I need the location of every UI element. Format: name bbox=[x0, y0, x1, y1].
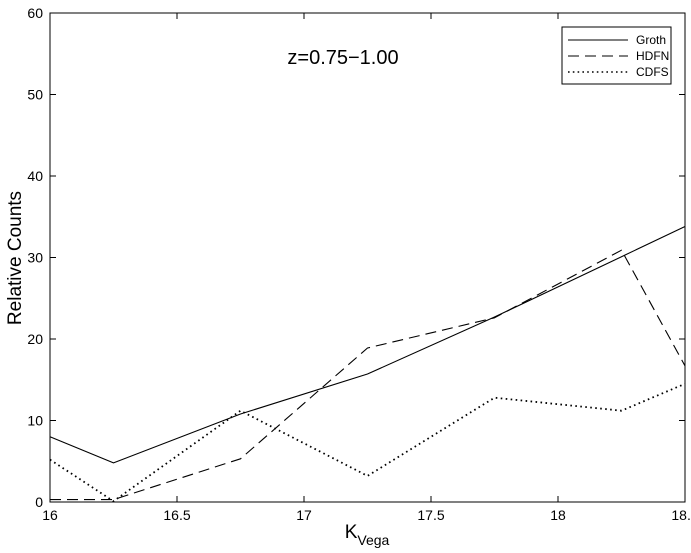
x-tick-label: 18.5 bbox=[671, 507, 691, 523]
y-tick-label: 60 bbox=[27, 5, 43, 21]
series-layer bbox=[49, 226, 686, 503]
x-tick-label: 17 bbox=[296, 507, 312, 523]
y-tick-label: 40 bbox=[27, 168, 43, 184]
y-tick-label: 50 bbox=[27, 87, 43, 103]
x-axis-label-main: K bbox=[345, 522, 358, 543]
annotation-text: z=0.75−1.00 bbox=[287, 47, 398, 69]
x-tick-label: 18 bbox=[550, 507, 566, 523]
legend-label-hdfn: HDFN bbox=[636, 49, 669, 63]
y-tick-label: 20 bbox=[27, 331, 43, 347]
x-axis-label: KVega bbox=[345, 522, 390, 548]
y-tick-label: 10 bbox=[27, 413, 43, 429]
y-tick-label: 30 bbox=[27, 250, 43, 266]
axis-ticks: 16 16.5 17 17.5 18 18.5 0 10 20 30 40 50 60 bbox=[27, 5, 691, 523]
x-axis-label-subscript: Vega bbox=[357, 532, 389, 548]
legend-label-groth: Groth bbox=[636, 33, 666, 47]
legend-label-cdfs: CDFS bbox=[636, 65, 669, 79]
y-tick-label: 0 bbox=[35, 494, 43, 510]
legend: Groth HDFN CDFS bbox=[561, 26, 672, 85]
x-tick-label: 16 bbox=[42, 507, 58, 523]
y-axis-label: Relative Counts bbox=[5, 191, 26, 325]
x-tick-label: 17.5 bbox=[417, 507, 444, 523]
series-line-hdfn bbox=[50, 249, 686, 501]
plot-area bbox=[49, 12, 686, 503]
series-line-cdfs bbox=[49, 382, 686, 503]
legend-box bbox=[561, 26, 672, 85]
x-tick-label: 16.5 bbox=[163, 507, 190, 523]
series-line-groth bbox=[49, 226, 686, 464]
